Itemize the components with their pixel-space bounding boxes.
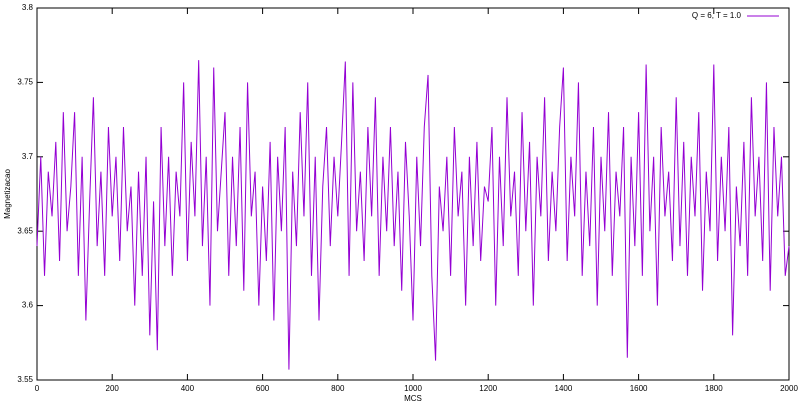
y-tick-label: 3.65 — [17, 226, 33, 235]
x-tick-label: 1200 — [479, 384, 497, 393]
x-tick-label: 2000 — [780, 384, 798, 393]
x-tick-label: 1600 — [630, 384, 648, 393]
data-line — [36, 60, 790, 370]
legend-label: Q = 6, T = 1.0 — [692, 11, 742, 20]
x-tick-label: 800 — [331, 384, 345, 393]
x-tick-label: 1800 — [705, 384, 723, 393]
y-tick-label: 3.6 — [22, 301, 34, 310]
y-tick-label: 3.7 — [22, 152, 34, 161]
y-tick-label: 3.75 — [17, 78, 33, 87]
y-axis-label: Magnetizacao — [3, 169, 12, 219]
x-axis-label: MCS — [404, 394, 422, 403]
x-tick-label: 0 — [35, 384, 40, 393]
x-tick-label: 1400 — [555, 384, 573, 393]
x-tick-label: 200 — [106, 384, 120, 393]
y-tick-label: 3.8 — [22, 3, 34, 12]
x-tick-label: 400 — [181, 384, 195, 393]
y-tick-label: 3.55 — [17, 375, 33, 384]
x-tick-label: 1000 — [404, 384, 422, 393]
x-tick-label: 600 — [256, 384, 270, 393]
